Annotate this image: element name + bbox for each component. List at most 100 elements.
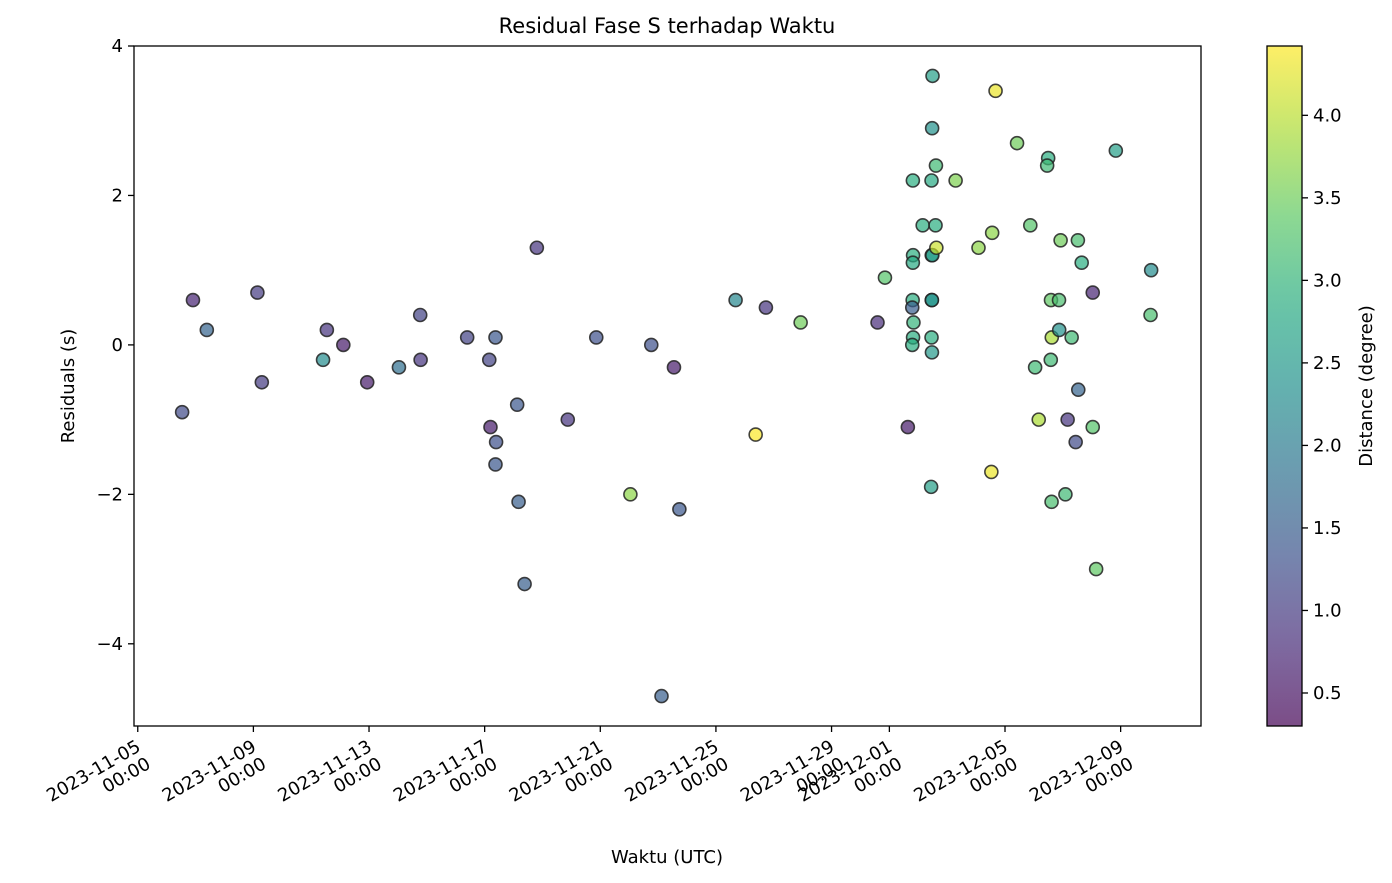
data-point: [666, 360, 682, 375]
data-point: [185, 292, 201, 308]
data-point: [315, 352, 331, 368]
data-point: [758, 300, 774, 315]
data-point: [488, 457, 503, 472]
data-point: [1088, 561, 1104, 577]
colorbar-tick-label: 0.5: [1313, 683, 1342, 704]
data-point: [560, 412, 576, 427]
data-point: [1085, 419, 1101, 435]
data-point: [459, 330, 475, 345]
data-point: [1068, 434, 1083, 450]
data-point: [413, 352, 428, 368]
data-point: [948, 173, 963, 188]
data-point: [174, 404, 190, 420]
colorbar-tick-label: 1.0: [1313, 600, 1342, 621]
data-point: [488, 330, 503, 345]
data-point: [924, 330, 939, 345]
y-tick-label: 4: [112, 36, 123, 57]
data-point: [915, 218, 930, 233]
data-point: [924, 345, 940, 360]
data-point: [623, 487, 638, 502]
data-point: [971, 240, 986, 256]
data-points: [174, 68, 1159, 704]
data-point: [1058, 487, 1073, 502]
data-point: [1039, 158, 1055, 173]
colorbar-gradient: [1266, 45, 1303, 727]
data-point: [1070, 382, 1086, 398]
data-point: [984, 464, 999, 480]
data-point: [1143, 262, 1159, 278]
data-point: [924, 120, 940, 136]
data-point: [928, 158, 944, 173]
data-point: [984, 225, 1000, 241]
data-point: [988, 83, 1003, 99]
data-point: [643, 337, 659, 353]
data-point: [1009, 135, 1025, 151]
colorbar-tick-label: 3.5: [1313, 188, 1342, 209]
colorbar-tick-label: 2.5: [1313, 353, 1342, 374]
x-axis-label: Waktu (UTC): [611, 847, 723, 868]
data-point: [905, 173, 921, 188]
data-point: [199, 322, 215, 338]
data-point: [1064, 330, 1079, 345]
data-point: [923, 479, 939, 495]
data-point: [250, 285, 265, 300]
data-point: [319, 322, 335, 338]
colorbar: 0.5 1.0 1.5 2.0 2.5 3.0 3.5 4.0: [1266, 45, 1342, 727]
data-point: [924, 292, 940, 308]
data-point: [1060, 412, 1075, 427]
data-point: [748, 427, 763, 442]
data-point: [509, 397, 525, 412]
data-point: [529, 240, 545, 256]
data-point: [483, 419, 498, 435]
data-point: [1044, 494, 1059, 510]
colorbar-tick-label: 2.0: [1313, 435, 1342, 456]
data-point: [1108, 143, 1124, 158]
data-point: [728, 292, 743, 308]
data-point: [1074, 255, 1089, 271]
data-point: [412, 307, 428, 323]
data-point: [654, 688, 669, 704]
data-point: [904, 300, 920, 315]
data-point: [904, 337, 920, 353]
data-point: [391, 360, 407, 375]
colorbar-tick-label: 3.0: [1313, 270, 1342, 291]
data-point: [359, 374, 375, 390]
data-point: [1143, 307, 1158, 323]
data-point: [793, 315, 808, 330]
y-tick-label: −2: [96, 484, 123, 505]
plot-frame: [133, 45, 1202, 727]
y-axis: 4 2 0 −2 −4: [96, 36, 134, 655]
data-point: [336, 337, 351, 353]
data-point: [1051, 292, 1067, 308]
data-point: [481, 352, 497, 368]
data-point: [1027, 360, 1043, 375]
data-point: [870, 315, 885, 330]
data-point: [877, 270, 893, 285]
colorbar-label: Distance (degree): [1356, 305, 1377, 467]
data-point: [905, 255, 921, 271]
data-point: [929, 240, 944, 256]
data-point: [906, 315, 921, 330]
data-point: [925, 68, 940, 84]
data-point: [588, 330, 604, 345]
data-point: [1043, 352, 1059, 368]
y-tick-label: 0: [112, 335, 123, 356]
data-point: [1031, 412, 1047, 427]
data-point: [924, 173, 939, 188]
data-point: [1085, 285, 1101, 300]
y-tick-label: −4: [96, 634, 123, 655]
data-point: [1051, 322, 1067, 338]
data-point: [900, 419, 916, 435]
data-point: [1023, 218, 1038, 233]
data-point: [1053, 232, 1068, 248]
y-axis-label: Residuals (s): [58, 329, 79, 444]
chart-title: Residual Fase S terhadap Waktu: [499, 14, 836, 38]
data-point: [1070, 232, 1086, 248]
data-point: [511, 494, 526, 510]
data-point: [517, 576, 532, 592]
y-tick-label: 2: [112, 185, 123, 206]
data-point: [488, 434, 504, 450]
data-point: [672, 501, 687, 517]
